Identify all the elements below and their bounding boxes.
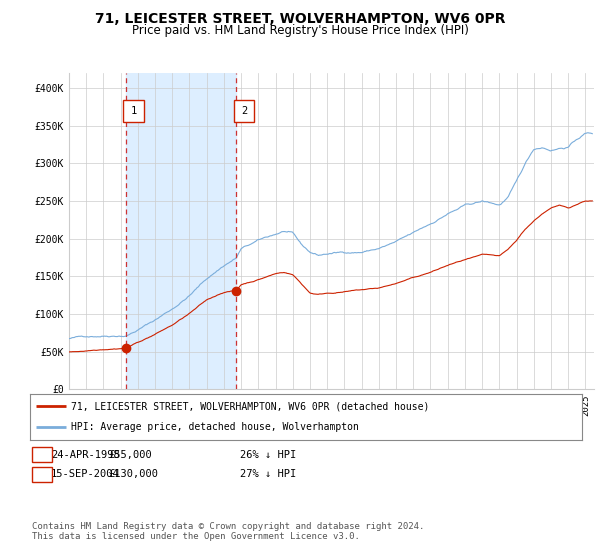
Text: HPI: Average price, detached house, Wolverhampton: HPI: Average price, detached house, Wolv… [71, 422, 359, 432]
Text: 2: 2 [38, 469, 45, 479]
Text: £55,000: £55,000 [108, 450, 152, 460]
Text: 27% ↓ HPI: 27% ↓ HPI [240, 469, 296, 479]
Text: 1: 1 [38, 450, 45, 460]
Text: 26% ↓ HPI: 26% ↓ HPI [240, 450, 296, 460]
Text: 1: 1 [131, 106, 137, 116]
Text: 71, LEICESTER STREET, WOLVERHAMPTON, WV6 0PR: 71, LEICESTER STREET, WOLVERHAMPTON, WV6… [95, 12, 505, 26]
Bar [126, 73, 236, 389]
Bar [233, 100, 254, 122]
Text: 15-SEP-2004: 15-SEP-2004 [51, 469, 120, 479]
Text: 71, LEICESTER STREET, WOLVERHAMPTON, WV6 0PR (detached house): 71, LEICESTER STREET, WOLVERHAMPTON, WV6… [71, 401, 430, 411]
Bar [124, 100, 144, 122]
Text: Contains HM Land Registry data © Crown copyright and database right 2024.
This d: Contains HM Land Registry data © Crown c… [32, 522, 424, 542]
Text: Price paid vs. HM Land Registry's House Price Index (HPI): Price paid vs. HM Land Registry's House … [131, 24, 469, 36]
Text: 24-APR-1998: 24-APR-1998 [51, 450, 120, 460]
Text: £130,000: £130,000 [108, 469, 158, 479]
Text: 2: 2 [241, 106, 247, 116]
